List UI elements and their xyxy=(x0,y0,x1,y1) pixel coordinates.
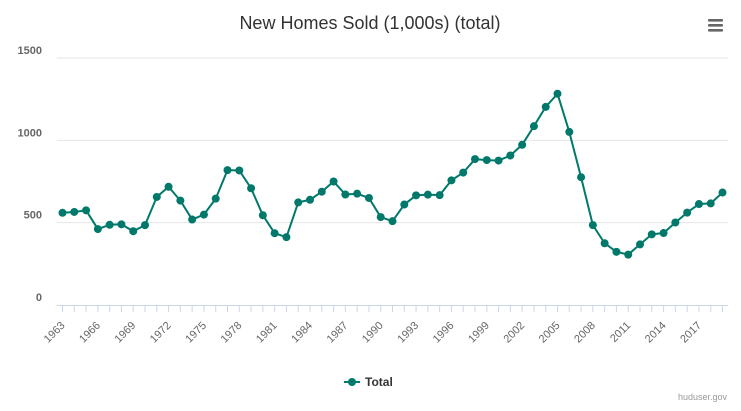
data-point-1991[interactable] xyxy=(388,217,397,226)
y-tick-label: 1000 xyxy=(18,127,42,139)
data-point-1973[interactable] xyxy=(176,196,185,205)
data-point-2019[interactable] xyxy=(718,188,727,197)
data-point-1963[interactable] xyxy=(58,208,67,217)
data-point-2014[interactable] xyxy=(659,229,668,238)
credit-text[interactable]: huduser.gov xyxy=(678,392,728,402)
x-tick-label: 1963 xyxy=(42,320,68,346)
x-tick-label: 1987 xyxy=(325,320,351,346)
data-point-1968[interactable] xyxy=(117,220,126,229)
data-point-2007[interactable] xyxy=(577,173,586,182)
data-point-1965[interactable] xyxy=(82,206,91,215)
chart-title: New Homes Sold (1,000s) (total) xyxy=(239,13,500,33)
data-point-1979[interactable] xyxy=(247,184,256,193)
data-point-2013[interactable] xyxy=(647,230,656,239)
data-point-2000[interactable] xyxy=(494,156,503,165)
data-point-2015[interactable] xyxy=(671,218,680,227)
data-point-2012[interactable] xyxy=(636,240,644,249)
data-point-1971[interactable] xyxy=(152,192,161,201)
data-point-1996[interactable] xyxy=(447,176,456,185)
data-point-1993[interactable] xyxy=(412,191,421,200)
x-tick-label: 1981 xyxy=(254,320,280,346)
x-axis: 1963 1966 1969 1972 1975 1978 1981 1984 1987 1990… xyxy=(42,305,728,345)
series-total xyxy=(58,89,727,259)
x-tick-label: 2008 xyxy=(572,320,598,346)
data-point-2005[interactable] xyxy=(553,89,562,98)
x-tick-label: 1993 xyxy=(395,320,421,346)
legend[interactable]: Total xyxy=(344,375,393,389)
x-tick-label: 1999 xyxy=(466,320,492,346)
data-point-1964[interactable] xyxy=(70,207,79,216)
legend-marker xyxy=(348,378,356,386)
data-point-1981[interactable] xyxy=(270,229,279,238)
data-point-1983[interactable] xyxy=(294,198,303,207)
data-point-1998[interactable] xyxy=(471,155,479,164)
data-point-2017[interactable] xyxy=(694,200,703,209)
x-tick-label: 2002 xyxy=(501,320,527,346)
data-point-2011[interactable] xyxy=(624,250,633,259)
data-point-1970[interactable] xyxy=(141,221,149,230)
data-point-1974[interactable] xyxy=(188,215,197,224)
x-tick-label: 1978 xyxy=(219,320,245,346)
y-tick-label: 1500 xyxy=(18,45,42,57)
data-point-1969[interactable] xyxy=(129,227,138,236)
data-point-1990[interactable] xyxy=(376,213,385,222)
legend-label-total: Total xyxy=(365,375,393,389)
y-tick-label: 500 xyxy=(24,210,42,222)
data-point-2002[interactable] xyxy=(518,140,527,149)
data-point-1980[interactable] xyxy=(258,211,267,220)
data-point-1988[interactable] xyxy=(353,189,362,198)
data-point-1994[interactable] xyxy=(423,190,432,199)
y-axis: 0 500 1000 1500 xyxy=(18,45,42,304)
x-tick-label: 2011 xyxy=(608,320,633,345)
data-point-1967[interactable] xyxy=(105,220,114,229)
data-point-2001[interactable] xyxy=(506,151,515,160)
x-tick-label: 1975 xyxy=(183,320,209,346)
data-point-1975[interactable] xyxy=(199,210,208,219)
x-tick-label: 1984 xyxy=(289,320,315,346)
data-point-1984[interactable] xyxy=(306,195,314,204)
data-point-1966[interactable] xyxy=(93,225,102,234)
data-point-1976[interactable] xyxy=(211,194,220,203)
hamburger-menu-icon xyxy=(708,19,723,32)
chart-menu-button[interactable] xyxy=(704,15,726,35)
data-point-2016[interactable] xyxy=(683,208,692,217)
data-point-2006[interactable] xyxy=(565,127,574,136)
data-point-1987[interactable] xyxy=(341,190,350,199)
series-line-total xyxy=(62,92,724,256)
data-point-1995[interactable] xyxy=(435,191,444,200)
x-tick-label: 2017 xyxy=(678,320,704,346)
data-point-1992[interactable] xyxy=(400,200,409,209)
data-point-1978[interactable] xyxy=(235,166,244,175)
x-tick-label: 1972 xyxy=(148,320,174,346)
x-tick-label: 2005 xyxy=(537,320,563,346)
x-tick-label: 1996 xyxy=(431,320,457,346)
data-point-1977[interactable] xyxy=(223,166,232,175)
data-point-1989[interactable] xyxy=(364,193,373,202)
data-point-2018[interactable] xyxy=(706,199,715,208)
data-point-2009[interactable] xyxy=(600,239,609,248)
data-point-1999[interactable] xyxy=(482,156,491,165)
y-tick-label: 0 xyxy=(36,292,42,304)
x-tick-label: 1990 xyxy=(360,320,386,346)
data-point-2008[interactable] xyxy=(588,221,597,230)
x-tick-label: 1966 xyxy=(77,320,103,346)
data-point-2003[interactable] xyxy=(529,122,538,131)
data-point-1986[interactable] xyxy=(329,177,338,186)
x-tick-label: 2014 xyxy=(643,320,669,346)
data-point-1997[interactable] xyxy=(459,168,468,177)
data-point-1985[interactable] xyxy=(317,187,326,196)
data-point-2010[interactable] xyxy=(612,247,621,256)
data-point-1972[interactable] xyxy=(164,182,173,191)
x-tick-label: 1969 xyxy=(113,320,139,346)
data-point-2004[interactable] xyxy=(541,102,550,111)
data-point-1982[interactable] xyxy=(282,233,291,242)
